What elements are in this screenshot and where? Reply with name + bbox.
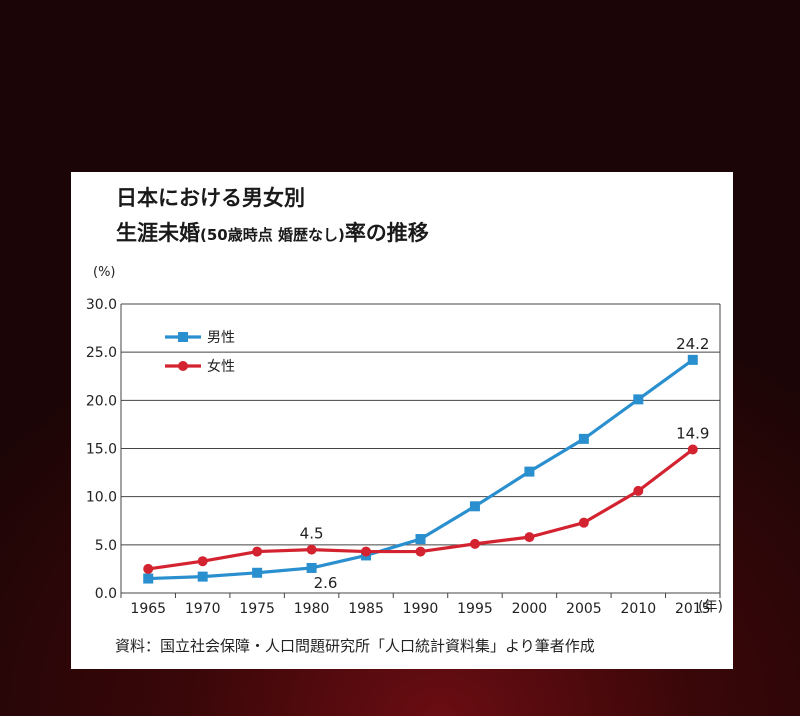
y-tick-label: 30.0 xyxy=(86,297,117,313)
x-tick-label: 2005 xyxy=(566,601,602,617)
data-point-female xyxy=(633,485,644,496)
data-point-male xyxy=(143,573,154,584)
legend-marker-male xyxy=(178,332,188,342)
series-line-male xyxy=(148,358,694,581)
data-point-female xyxy=(197,556,208,567)
x-tick-label: 1990 xyxy=(403,601,439,617)
data-label: 14.9 xyxy=(676,424,709,442)
x-tick-label: 1970 xyxy=(185,601,221,617)
legend-marker-female xyxy=(178,361,188,371)
data-point-female xyxy=(469,538,480,549)
x-tick-label: 2015 xyxy=(675,601,711,617)
y-tick-label: 0.0 xyxy=(95,586,117,602)
data-label: 24.2 xyxy=(676,335,709,353)
data-point-female xyxy=(687,444,698,455)
title-paren: (50歳時点 婚歴なし) xyxy=(200,226,345,244)
data-point-female xyxy=(361,546,372,557)
legend-label: 男性 xyxy=(207,330,235,346)
legend-label: 女性 xyxy=(207,358,235,375)
data-point-female xyxy=(306,544,317,555)
source-note: 資料：国立社会保障・人口問題研究所「人口統計資料集」より筆者作成 xyxy=(115,637,595,655)
data-point-male xyxy=(524,466,535,477)
y-tick-label: 15.0 xyxy=(86,442,117,458)
data-point-male xyxy=(687,354,698,365)
data-point-female xyxy=(524,532,535,543)
data-point-male xyxy=(633,394,644,405)
chart-card: 日本における男女別 生涯未婚(50歳時点 婚歴なし)率の推移 (%) (年) 0… xyxy=(71,172,733,669)
x-tick-label: 2000 xyxy=(512,601,548,617)
data-point-male xyxy=(578,433,589,444)
title-main: 生涯未婚 xyxy=(116,221,200,245)
y-tick-label: 10.0 xyxy=(86,490,117,506)
data-point-female xyxy=(252,546,263,557)
x-tick-label: 1985 xyxy=(348,601,384,617)
x-axis-unit: (年) xyxy=(698,599,723,615)
data-point-female xyxy=(578,517,589,528)
y-tick-label: 20.0 xyxy=(86,393,117,409)
x-tick-label: 2010 xyxy=(620,601,656,617)
data-point-male xyxy=(415,534,426,545)
x-tick-label: 1965 xyxy=(130,601,166,617)
data-point-male xyxy=(306,562,317,573)
y-tick-label: 5.0 xyxy=(95,538,117,554)
data-point-male xyxy=(197,571,208,582)
data-point-female xyxy=(143,563,154,574)
x-tick-label: 1995 xyxy=(457,601,493,617)
data-point-female xyxy=(415,546,426,557)
chart-title-line1: 日本における男女別 xyxy=(116,186,305,210)
y-axis-unit: (%) xyxy=(93,265,116,280)
line-chart: 0.0 5.0 10.0 15.0 20.0 25.0 30.0 1965 1970 1975 19… xyxy=(86,297,721,617)
y-tick-label: 25.0 xyxy=(86,345,117,361)
data-label: 2.6 xyxy=(314,574,338,592)
data-point-male xyxy=(469,501,480,512)
chart-title-line2: 生涯未婚(50歳時点 婚歴なし)率の推移 xyxy=(116,217,429,247)
data-point-male xyxy=(252,567,263,578)
data-label: 4.5 xyxy=(300,525,324,543)
title-end: 率の推移 xyxy=(344,221,429,245)
x-tick-label: 1980 xyxy=(294,601,330,617)
x-tick-label: 1975 xyxy=(239,601,275,617)
